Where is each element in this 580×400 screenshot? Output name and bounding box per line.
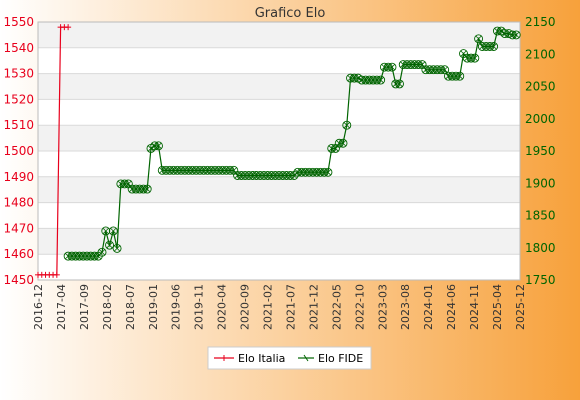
x-tick-label: 2019-06: [170, 284, 183, 330]
y-left-tick-label: 1470: [3, 221, 34, 235]
point-elo-fide: [387, 62, 397, 72]
x-tick-label: 2022-10: [353, 284, 366, 330]
point-elo-fide: [440, 65, 450, 75]
y-right-tick-label: 1750: [525, 273, 556, 287]
y-left-tick-label: 1500: [3, 144, 34, 158]
point-elo-fide: [376, 75, 386, 85]
y-left-tick-label: 1460: [3, 247, 34, 261]
point-elo-fide: [97, 247, 107, 257]
legend-marker-elo-fide: [303, 354, 309, 362]
point-elo-fide: [474, 34, 484, 44]
legend-label-elo-italia: Elo Italia: [238, 352, 285, 365]
x-tick-label: 2024-11: [468, 284, 481, 330]
x-tick-label: 2018-02: [101, 284, 114, 330]
point-elo-italia: [53, 271, 60, 278]
x-tick-label: 2016-12: [32, 284, 45, 330]
y-right-tick-label: 1900: [525, 176, 556, 190]
point-elo-fide: [342, 120, 352, 130]
y-right-tick-label: 2150: [525, 15, 556, 29]
y-right-tick-label: 1950: [525, 144, 556, 158]
chart-title: Grafico Elo: [255, 6, 326, 21]
x-tick-label: 2020-04: [216, 284, 229, 330]
y-left-tick-label: 1490: [3, 170, 34, 184]
plot-border: [37, 21, 521, 281]
y-right-tick-label: 1800: [525, 241, 556, 255]
x-tick-label: 2018-07: [124, 284, 137, 330]
x-tick-label: 2019-11: [193, 284, 206, 330]
x-tick-label: 2017-04: [55, 284, 68, 330]
point-elo-italia: [65, 24, 72, 31]
x-tick-label: 2020-09: [239, 284, 252, 330]
x-tick-label: 2024-01: [422, 284, 435, 330]
x-tick-label: 2021-02: [262, 284, 275, 330]
point-elo-fide: [395, 79, 404, 89]
point-elo-fide: [323, 167, 333, 177]
y-right-tick-label: 1850: [525, 209, 556, 223]
x-tick-label: 2022-05: [330, 284, 343, 330]
x-tick-label: 2023-08: [399, 284, 412, 330]
point-elo-fide: [108, 226, 118, 236]
point-elo-fide: [101, 226, 111, 236]
y-left-tick-label: 1520: [3, 92, 34, 106]
point-elo-fide: [459, 49, 468, 59]
point-elo-fide: [338, 138, 348, 148]
y-right-tick-label: 2050: [525, 80, 556, 94]
point-elo-fide: [105, 240, 114, 250]
grid-band: [38, 73, 520, 100]
x-tick-label: 2021-12: [307, 284, 320, 330]
y-right-tick-label: 2000: [525, 112, 556, 126]
y-left-tick-label: 1530: [3, 67, 34, 81]
y-left-tick-label: 1450: [3, 273, 34, 287]
x-tick-label: 2017-09: [78, 284, 91, 330]
point-elo-fide: [489, 42, 499, 51]
y-left-tick-label: 1540: [3, 41, 34, 55]
point-elo-fide: [455, 71, 465, 81]
point-elo-fide: [112, 243, 122, 253]
y-left-tick-label: 1510: [3, 118, 34, 132]
point-elo-fide: [142, 184, 152, 194]
grid-band: [38, 22, 520, 48]
plot-area: 1450 1460 1470 1480 1490 1500 1510 1520 1530 1540…: [3, 15, 555, 330]
y-right-tick-label: 2100: [525, 47, 556, 61]
y-left-tick-label: 1480: [3, 196, 34, 210]
legend-box: [207, 346, 372, 370]
x-tick-label: 2025-04: [491, 284, 504, 330]
y-left-tick-label: 1550: [3, 15, 34, 29]
grid-band: [38, 176, 520, 203]
x-tick-label: 2019-01: [147, 284, 160, 330]
legend-label-elo-fide: Elo FIDE: [318, 352, 363, 365]
x-tick-label: 2024-06: [445, 284, 458, 330]
x-tick-label: 2023-03: [376, 284, 389, 330]
point-elo-fide: [511, 30, 521, 40]
x-tick-label: 2021-07: [284, 284, 297, 330]
x-tick-label: 2025-12: [514, 284, 527, 330]
point-elo-fide: [154, 141, 163, 151]
grid-band: [38, 125, 520, 151]
legend: Elo Italia Elo FIDE: [207, 346, 372, 370]
point-elo-fide: [470, 53, 480, 63]
